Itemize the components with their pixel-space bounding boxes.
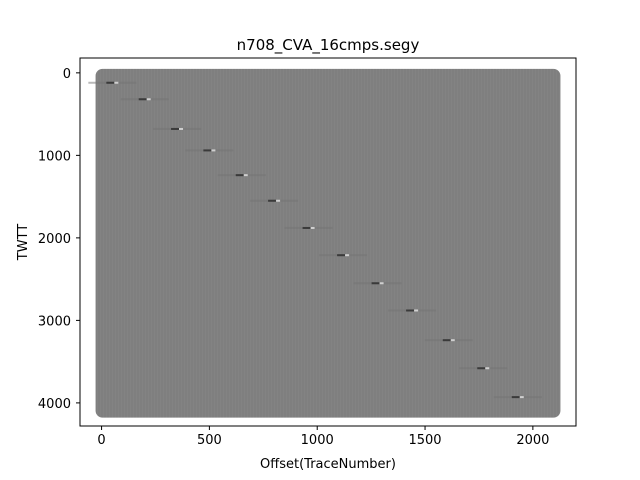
event-point <box>388 309 437 312</box>
event-point <box>353 282 402 285</box>
event-light-streak <box>310 226 315 229</box>
x-axis-label: Offset(TraceNumber) <box>260 457 396 472</box>
event-light-streak <box>243 174 248 177</box>
event-light-streak <box>211 149 216 152</box>
y-tick-label: 2000 <box>38 232 71 247</box>
event-light-streak <box>414 309 419 312</box>
reflection-events <box>88 81 542 399</box>
y-axis-label: TWTT <box>16 224 31 262</box>
x-tick-label: 0 <box>97 433 105 448</box>
event-point <box>493 396 542 399</box>
seismic-image <box>95 68 561 418</box>
event-light-streak <box>345 254 350 257</box>
event-point <box>185 149 234 152</box>
event-point <box>120 98 169 101</box>
event-dark-streak <box>268 199 277 202</box>
event-dark-streak <box>171 127 180 130</box>
event-dark-streak <box>406 309 415 312</box>
axes-frame <box>79 57 577 427</box>
chart-title: n708_CVA_16cmps.segy <box>237 36 420 55</box>
event-point <box>88 81 137 84</box>
event-point <box>250 199 299 202</box>
event-point <box>284 226 333 229</box>
x-tick-label: 2000 <box>516 433 549 448</box>
y-tick-label: 4000 <box>38 397 71 412</box>
event-point <box>153 127 202 130</box>
y-tick-label: 1000 <box>38 149 71 164</box>
event-light-streak <box>379 282 384 285</box>
event-dark-streak <box>477 367 486 370</box>
event-dark-streak <box>235 174 244 177</box>
event-light-streak <box>450 339 455 342</box>
event-dark-streak <box>337 254 346 257</box>
x-tick-label: 1500 <box>408 433 441 448</box>
event-light-streak <box>276 199 281 202</box>
y-tick-label: 3000 <box>38 314 71 329</box>
event-dark-streak <box>442 339 451 342</box>
x-tick-label: 500 <box>197 433 222 448</box>
event-point <box>319 254 368 257</box>
y-tick-label: 0 <box>63 67 71 82</box>
event-light-streak <box>485 367 490 370</box>
event-point <box>459 367 508 370</box>
event-light-streak <box>519 396 524 399</box>
event-dark-streak <box>106 81 115 84</box>
x-tick-label: 1000 <box>301 433 334 448</box>
event-light-streak <box>146 98 151 101</box>
event-dark-streak <box>203 149 212 152</box>
event-light-streak <box>114 81 119 84</box>
event-point <box>217 174 266 177</box>
event-dark-streak <box>138 98 147 101</box>
event-dark-streak <box>511 396 520 399</box>
y-axis: 0 1000 2000 3000 4000 <box>38 67 80 412</box>
event-point <box>424 339 473 342</box>
event-light-streak <box>179 127 184 130</box>
plot-area <box>79 57 577 427</box>
x-axis: 0 500 1000 1500 2000 <box>97 426 549 448</box>
event-dark-streak <box>302 226 311 229</box>
event-dark-streak <box>371 282 380 285</box>
